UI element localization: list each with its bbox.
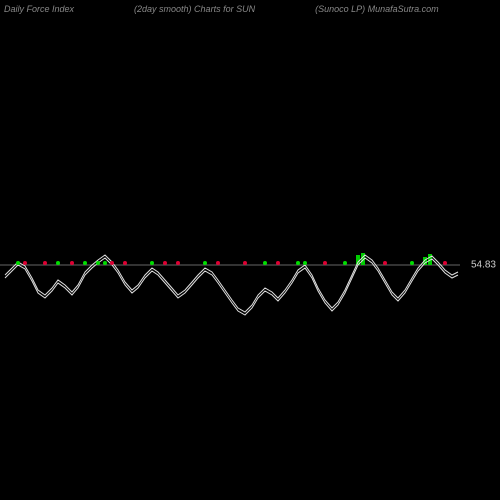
marker-down-icon — [216, 261, 220, 265]
marker-down-icon — [43, 261, 47, 265]
marker-down-icon — [323, 261, 327, 265]
marker-up-icon — [296, 261, 300, 265]
marker-down-icon — [176, 261, 180, 265]
marker-down-icon — [110, 261, 114, 265]
force-index-chart — [0, 0, 500, 500]
series-line-lower — [5, 258, 458, 315]
marker-up-icon — [263, 261, 267, 265]
marker-down-icon — [123, 261, 127, 265]
marker-down-icon — [383, 261, 387, 265]
marker-up-icon — [410, 261, 414, 265]
marker-up-icon — [303, 261, 307, 265]
marker-up-icon — [343, 261, 347, 265]
marker-down-icon — [23, 261, 27, 265]
marker-up-icon — [83, 261, 87, 265]
marker-down-icon — [70, 261, 74, 265]
marker-up-icon — [150, 261, 154, 265]
up-bars — [356, 253, 432, 265]
marker-down-icon — [243, 261, 247, 265]
marker-up-icon — [16, 261, 20, 265]
marker-down-icon — [163, 261, 167, 265]
marker-down-icon — [276, 261, 280, 265]
marker-up-icon — [96, 261, 100, 265]
marker-down-icon — [443, 261, 447, 265]
marker-up-icon — [203, 261, 207, 265]
signal-markers — [16, 261, 447, 265]
marker-up-icon — [103, 261, 107, 265]
price-axis-label: 54.83 — [471, 260, 496, 271]
marker-up-icon — [56, 261, 60, 265]
